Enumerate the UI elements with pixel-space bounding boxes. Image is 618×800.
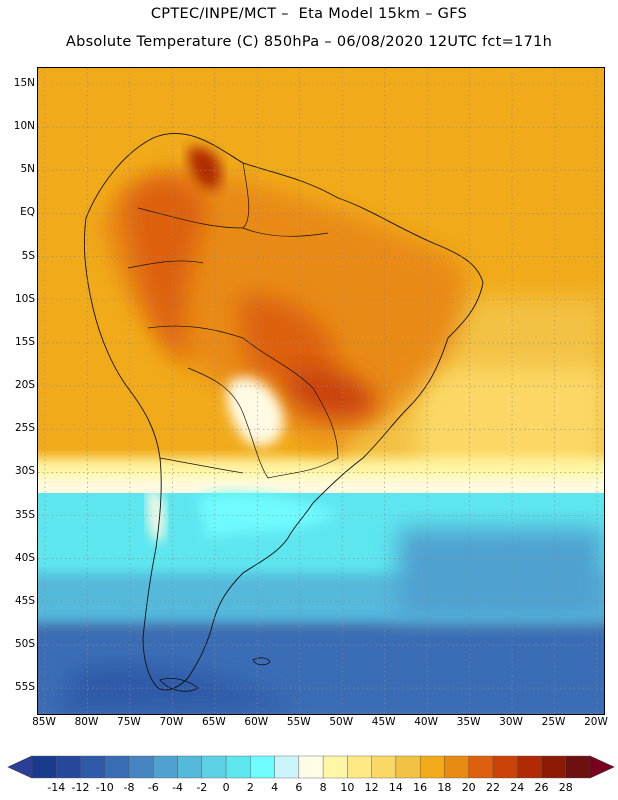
colorbar-swatch bbox=[128, 755, 154, 779]
colorbar-swatch bbox=[371, 755, 397, 779]
colorbar-tick-label: 12 bbox=[364, 781, 379, 794]
colorbar-swatch bbox=[517, 755, 542, 779]
lon-label: 20W bbox=[584, 716, 608, 728]
color-scale-bar bbox=[7, 755, 615, 779]
lat-label: 40S bbox=[14, 551, 35, 564]
temperature-map bbox=[37, 67, 605, 715]
field-southeast-hot bbox=[288, 365, 378, 419]
chart-title-line1: CPTEC/INPE/MCT – Eta Model 15km – GFS bbox=[150, 6, 468, 22]
lat-label: 35S bbox=[14, 508, 35, 521]
field-coldest-patch bbox=[58, 665, 298, 714]
colorbar-tick-label: -12 bbox=[71, 781, 90, 794]
colorbar-swatch bbox=[565, 755, 591, 779]
colorbar-tick-label: -2 bbox=[196, 781, 208, 794]
field-andes-hot bbox=[123, 174, 208, 368]
colorbar-tick-label: 0 bbox=[222, 781, 230, 794]
colorbar-tick-label: -4 bbox=[172, 781, 184, 794]
lat-label: 5S bbox=[21, 249, 35, 262]
lon-label: 30W bbox=[499, 716, 523, 728]
colorbar-swatch bbox=[395, 755, 421, 779]
colorbar-tick-label: 6 bbox=[295, 781, 303, 794]
colorbar-tick-label: -6 bbox=[147, 781, 159, 794]
colorbar-tick-label: 28 bbox=[558, 781, 573, 794]
colorbar-swatch bbox=[201, 755, 227, 779]
lat-label: 15S bbox=[14, 335, 35, 348]
tierra-del-fuego bbox=[159, 678, 199, 692]
colorbar-tick-label: 20 bbox=[461, 781, 476, 794]
colorbar-tick-label: 8 bbox=[319, 781, 327, 794]
colorbar-tick-label: -10 bbox=[95, 781, 114, 794]
colorbar-tick-label: -14 bbox=[47, 781, 66, 794]
chart-title-line2: Absolute Temperature (C) 850hPa – 06/08/… bbox=[65, 34, 553, 50]
lat-label: 20S bbox=[14, 379, 35, 392]
colorbar-swatch bbox=[468, 755, 494, 779]
lat-label: 45S bbox=[14, 594, 35, 607]
colorbar-tick-label: 18 bbox=[437, 781, 452, 794]
lon-label: 40W bbox=[414, 716, 438, 728]
lon-label: 25W bbox=[541, 716, 566, 728]
colorbar-tick-label: 22 bbox=[485, 781, 500, 794]
lon-label: 35W bbox=[456, 716, 481, 728]
lon-label: 85W bbox=[32, 716, 56, 728]
lat-label: 10N bbox=[13, 120, 35, 133]
lat-label: 30S bbox=[14, 465, 35, 478]
lon-label: 45W bbox=[371, 716, 396, 728]
lat-label: 5N bbox=[20, 163, 35, 176]
lon-label: 55W bbox=[286, 716, 311, 728]
colorbar-swatch bbox=[153, 755, 178, 779]
colorbar-swatch bbox=[274, 755, 300, 779]
colorbar-tick-label: -8 bbox=[123, 781, 135, 794]
colorbar-tick-label: 16 bbox=[413, 781, 428, 794]
lon-label: 50W bbox=[329, 716, 354, 728]
falkland-islands bbox=[252, 657, 271, 666]
lon-label: 80W bbox=[74, 716, 99, 728]
field-southeast-cool bbox=[398, 528, 604, 618]
lat-label: 15N bbox=[13, 77, 35, 89]
colorbar-swatch bbox=[419, 755, 445, 779]
colorbar-over-arrow bbox=[589, 755, 615, 779]
lat-label: 25S bbox=[14, 422, 35, 435]
lon-label: 60W bbox=[244, 716, 269, 728]
lon-label: 65W bbox=[201, 716, 226, 728]
field-paraguay-cool bbox=[226, 377, 284, 447]
lat-label: 50S bbox=[14, 637, 35, 650]
colorbar-tick-label: 14 bbox=[388, 781, 403, 794]
colorbar-under-arrow bbox=[7, 755, 33, 779]
field-center-hot bbox=[238, 296, 338, 382]
colorbar-tick-label: 10 bbox=[340, 781, 355, 794]
lat-label: 55S bbox=[14, 681, 35, 694]
country-borders bbox=[127, 162, 339, 479]
coastline-south-america bbox=[83, 133, 484, 691]
lon-label: 75W bbox=[117, 716, 141, 728]
colorbar-swatch bbox=[104, 755, 130, 779]
colorbar-tick-label: 4 bbox=[271, 781, 279, 794]
colorbar-swatch bbox=[322, 755, 348, 779]
lon-label: 70W bbox=[159, 716, 184, 728]
colorbar-swatch bbox=[80, 755, 105, 779]
colorbar-swatch bbox=[31, 755, 57, 779]
lat-label: 10S bbox=[14, 292, 35, 305]
colorbar-swatch bbox=[492, 755, 518, 779]
field-venezuela-hot bbox=[188, 147, 222, 189]
colorbar-tick-label: 2 bbox=[246, 781, 254, 794]
colorbar-swatch bbox=[177, 755, 203, 779]
colorbar-swatch bbox=[225, 755, 251, 779]
colorbar-tick-label: 26 bbox=[534, 781, 549, 794]
colorbar-swatch bbox=[541, 755, 566, 779]
colorbar-swatch bbox=[298, 755, 324, 779]
lat-label: EQ bbox=[20, 206, 35, 219]
colorbar-swatch bbox=[250, 755, 275, 779]
colorbar-swatch bbox=[347, 755, 372, 779]
colorbar-swatch bbox=[56, 755, 81, 779]
colorbar-tick-label: 24 bbox=[510, 781, 525, 794]
map-canvas bbox=[38, 68, 604, 714]
colorbar-swatch bbox=[444, 755, 469, 779]
